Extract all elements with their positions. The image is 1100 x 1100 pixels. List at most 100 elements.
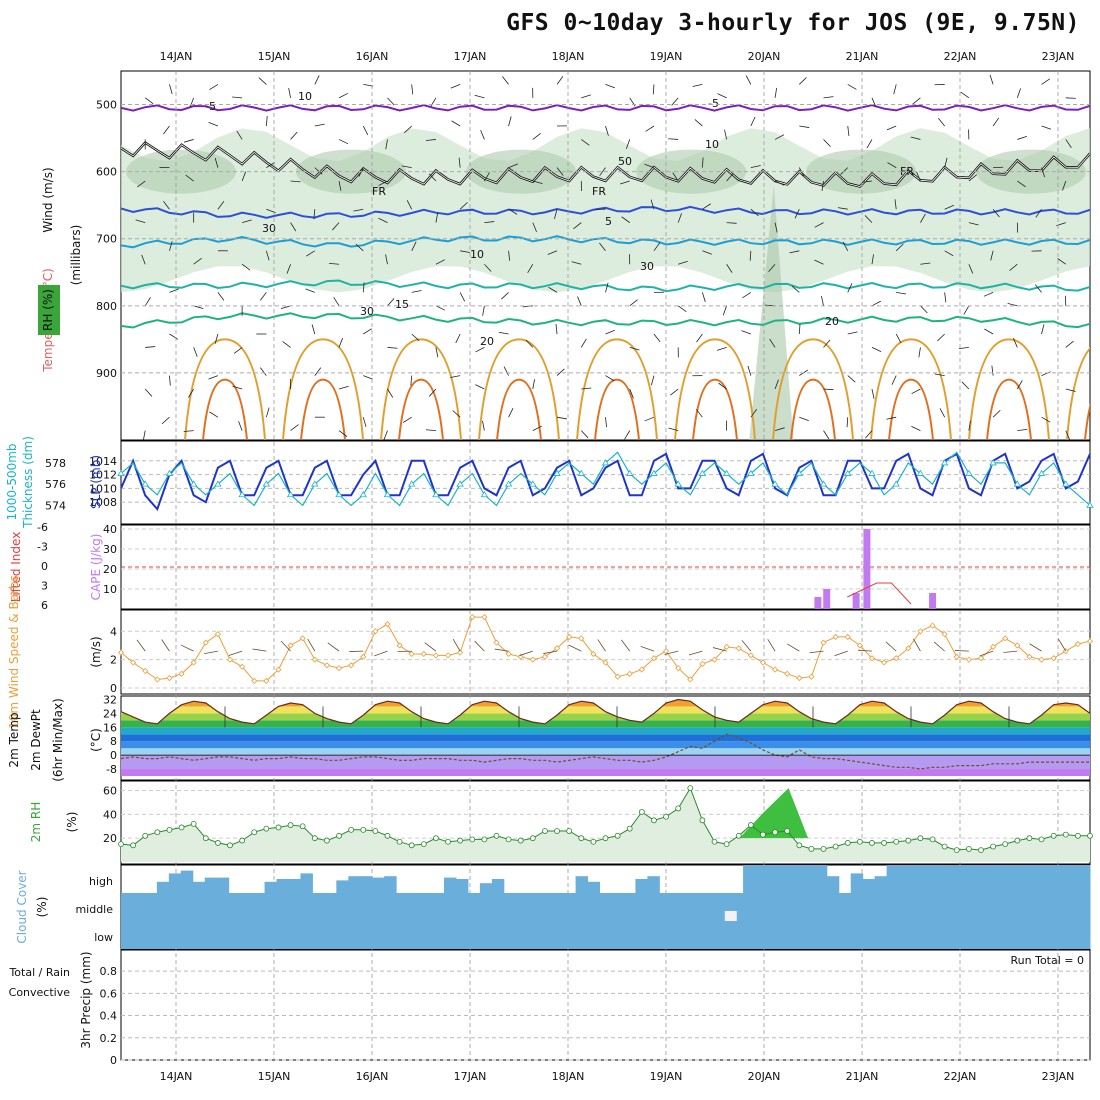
thickness-marker: [214, 480, 222, 487]
cloud-bar-middle: [563, 893, 577, 921]
thickness-marker: [819, 480, 828, 487]
wind10m-marker: [287, 642, 294, 649]
wind10m-marker: [384, 621, 391, 628]
thickness-marker: [529, 480, 537, 487]
cloud-bar-low: [1042, 921, 1055, 949]
rh2m-marker: [832, 843, 839, 850]
wind-barb: [768, 263, 776, 273]
wind-barb: [823, 339, 831, 348]
cloud-bar-high: [276, 879, 289, 893]
cloud-bar-low: [659, 921, 672, 949]
wind-barb: [911, 426, 921, 431]
wind-barb: [823, 430, 830, 440]
ua-y-tick: 900: [96, 367, 117, 380]
cloud-bar-middle: [192, 893, 206, 921]
rh2m-marker: [433, 835, 439, 842]
wind10m-marker: [190, 659, 197, 666]
cloud-y-tick: low: [94, 931, 113, 944]
contour-label: 15: [395, 298, 409, 311]
wind-barb: [459, 292, 466, 302]
cloud-bar-middle: [982, 893, 995, 921]
x-tick-top: 14JAN: [160, 50, 193, 63]
temp-contour-30: [202, 378, 248, 440]
cloud-bar-low: [587, 921, 601, 949]
wind10m-marker: [469, 614, 476, 621]
wind-barb: [451, 120, 461, 127]
thickness-marker: [674, 480, 682, 487]
wind-barb: [794, 209, 800, 219]
wind10m-marker: [844, 633, 851, 641]
cloud-bar-middle: [790, 893, 804, 921]
wind10m-barb: [252, 648, 267, 652]
wind-barb: [677, 305, 687, 313]
cloud-bar-middle: [1054, 893, 1067, 921]
wind-barb: [502, 76, 509, 85]
wind-barb: [450, 84, 461, 89]
rh2m-marker: [917, 835, 924, 842]
wind-barb: [1041, 416, 1051, 423]
cloud-bar-low: [312, 921, 325, 949]
thickness-marker: [722, 469, 731, 476]
wind-barb: [694, 119, 703, 127]
wind-barb: [425, 429, 436, 432]
wind-barb: [702, 250, 712, 255]
wind-barb: [290, 180, 301, 183]
wind-barb: [525, 339, 534, 348]
cloud-bar-low: [982, 921, 995, 949]
wind-barb: [556, 76, 564, 85]
rh2m-marker: [663, 813, 669, 820]
thickness-marker: [601, 459, 610, 466]
rh2m-marker: [457, 837, 464, 844]
thickness-marker: [383, 490, 392, 498]
cloud-bar-low: [778, 921, 792, 949]
wind-barb: [1041, 324, 1045, 335]
wind-barb: [992, 409, 1001, 418]
wind-barb: [363, 328, 372, 335]
wind-barb: [678, 260, 688, 265]
cloud-bar-middle: [455, 893, 469, 921]
wind-barb: [774, 134, 785, 140]
cloud-bar-low: [575, 921, 589, 949]
wind10m-marker: [541, 653, 549, 660]
cloud-bar-low: [539, 921, 553, 949]
cloud-bar-middle: [659, 893, 672, 921]
wind-barb: [893, 84, 897, 95]
wind-barb: [702, 292, 706, 303]
wind-barb: [209, 84, 219, 91]
cloud-bar-low: [132, 921, 146, 949]
wind-barb: [548, 286, 558, 293]
wind10m-marker: [1014, 642, 1021, 649]
thickness-marker: [771, 480, 779, 487]
cloud-bar-middle: [324, 893, 337, 921]
cloud-bar-middle: [623, 893, 636, 921]
wind10m-marker: [335, 665, 343, 672]
cloud-bar-middle: [240, 893, 254, 921]
wind10m-marker: [154, 676, 161, 683]
wind-barb: [750, 208, 759, 217]
wind-barb: [266, 161, 276, 168]
temp-band: [121, 748, 1090, 756]
cloud-bar-low: [790, 921, 804, 949]
wind-barb: [1041, 167, 1046, 178]
wind-barb: [910, 136, 921, 140]
cloud-bar-middle: [467, 893, 481, 921]
cloud-bar-middle: [647, 893, 660, 921]
rh2m-marker: [360, 826, 367, 833]
wind-barb: [508, 408, 514, 418]
cloud-bar-high: [922, 865, 935, 893]
wind-barb: [895, 243, 904, 252]
temp-band: [121, 755, 1090, 770]
precip-y-tick: 0.8: [100, 965, 118, 978]
wind-barb: [306, 250, 316, 257]
wind-barb: [938, 117, 945, 127]
cloud-bar-middle: [826, 893, 840, 921]
wind-barb: [474, 94, 485, 99]
rh2m-marker: [481, 836, 488, 843]
wind10m-barb: [228, 650, 243, 656]
cloud-bar-low: [396, 921, 409, 949]
wind-barb: [745, 75, 752, 85]
x-tick-bottom: 19JAN: [650, 1070, 683, 1083]
rh2m-marker: [784, 828, 791, 834]
temp-contour-30: [300, 378, 346, 440]
wind-barb: [963, 305, 970, 315]
